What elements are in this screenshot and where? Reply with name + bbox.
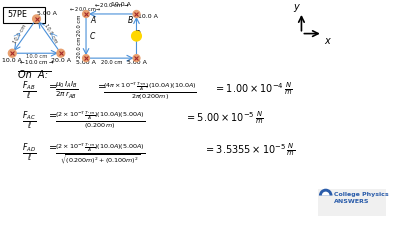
Text: x: x bbox=[325, 36, 330, 45]
Text: 10.0 A: 10.0 A bbox=[2, 58, 22, 63]
Circle shape bbox=[57, 49, 65, 57]
Text: $=$: $=$ bbox=[47, 80, 58, 90]
Text: 10.0 cm: 10.0 cm bbox=[26, 54, 47, 59]
Text: D: D bbox=[134, 29, 140, 38]
Text: $\leftarrow$10.0 cm$\rightarrow$: $\leftarrow$10.0 cm$\rightarrow$ bbox=[18, 58, 55, 66]
Text: 5.00 A: 5.00 A bbox=[126, 60, 146, 65]
Text: $\frac{\mu_0\, I_A I_B}{2\pi\, r_{AB}}$: $\frac{\mu_0\, I_A I_B}{2\pi\, r_{AB}}$ bbox=[55, 80, 78, 101]
Text: 10.0 A: 10.0 A bbox=[138, 14, 158, 19]
Text: $=$: $=$ bbox=[47, 109, 58, 119]
Text: B: B bbox=[127, 16, 133, 25]
Text: College Physics: College Physics bbox=[334, 192, 389, 197]
Wedge shape bbox=[322, 192, 330, 196]
Text: 10.0 cm: 10.0 cm bbox=[44, 23, 59, 44]
Text: A: A bbox=[90, 16, 95, 25]
Circle shape bbox=[133, 11, 140, 17]
Text: $=$: $=$ bbox=[96, 80, 107, 90]
Text: 57PE: 57PE bbox=[8, 10, 28, 19]
Circle shape bbox=[8, 49, 16, 57]
Circle shape bbox=[132, 31, 141, 41]
Text: $= 3.5355\times10^{-5}\,\frac{N}{m}$: $= 3.5355\times10^{-5}\,\frac{N}{m}$ bbox=[204, 142, 296, 158]
Text: $= 1.00\times10^{-4}\,\frac{N}{m}$: $= 1.00\times10^{-4}\,\frac{N}{m}$ bbox=[214, 80, 293, 97]
Circle shape bbox=[133, 55, 140, 62]
Text: 20.0 cm: 20.0 cm bbox=[100, 60, 122, 65]
Text: $\frac{F_{AC}}{\ell}$: $\frac{F_{AC}}{\ell}$ bbox=[22, 109, 36, 132]
Circle shape bbox=[83, 11, 90, 17]
Circle shape bbox=[83, 55, 90, 62]
Text: $=$: $=$ bbox=[47, 142, 58, 152]
Text: $\frac{F_{AD}}{\ell}$: $\frac{F_{AD}}{\ell}$ bbox=[22, 142, 37, 164]
Text: $= 5.00\times10^{-5}\,\frac{N}{m}$: $= 5.00\times10^{-5}\,\frac{N}{m}$ bbox=[185, 109, 264, 126]
FancyBboxPatch shape bbox=[2, 7, 45, 23]
Text: 10.0 A: 10.0 A bbox=[111, 2, 131, 7]
Circle shape bbox=[33, 15, 40, 23]
Text: $\frac{(4\pi\times10^{-7}\,\frac{T{\cdot}m}{A})(10.0A)(10.0A)}{2\pi(0.200m)}$: $\frac{(4\pi\times10^{-7}\,\frac{T{\cdot… bbox=[104, 80, 198, 101]
Text: ANSWERS: ANSWERS bbox=[334, 200, 370, 205]
Text: 20.0 cm: 20.0 cm bbox=[77, 36, 82, 58]
Text: $\leftarrow$20.0 cm$\rightarrow$: $\leftarrow$20.0 cm$\rightarrow$ bbox=[93, 1, 130, 9]
Text: On  A:: On A: bbox=[18, 70, 48, 80]
Text: $\leftarrow$20.0 cm$\rightarrow$: $\leftarrow$20.0 cm$\rightarrow$ bbox=[69, 5, 101, 13]
Text: 20.0 cm: 20.0 cm bbox=[77, 14, 82, 36]
Text: C: C bbox=[90, 32, 95, 40]
Text: 20.0 A: 20.0 A bbox=[51, 58, 71, 63]
FancyBboxPatch shape bbox=[318, 189, 386, 216]
Text: 5.00 A: 5.00 A bbox=[36, 11, 56, 16]
Text: 5.00 A: 5.00 A bbox=[76, 60, 96, 65]
Text: y: y bbox=[293, 2, 298, 12]
Text: $\frac{(2\times10^{-7}\,\frac{T{\cdot}m}{A})(10.0A)(5.00A)}{(0.200\,m)}$: $\frac{(2\times10^{-7}\,\frac{T{\cdot}m}… bbox=[55, 109, 145, 131]
Text: 10.0 cm: 10.0 cm bbox=[12, 23, 28, 44]
Wedge shape bbox=[319, 189, 332, 196]
Text: $\frac{F_{AB}}{\ell}$: $\frac{F_{AB}}{\ell}$ bbox=[22, 80, 36, 102]
Text: $\frac{(2\times10^{-7}\,\frac{T{\cdot}m}{A})(10.0A)(5.00A)}{\sqrt{(0.200m)^2+(0.: $\frac{(2\times10^{-7}\,\frac{T{\cdot}m}… bbox=[55, 142, 145, 167]
